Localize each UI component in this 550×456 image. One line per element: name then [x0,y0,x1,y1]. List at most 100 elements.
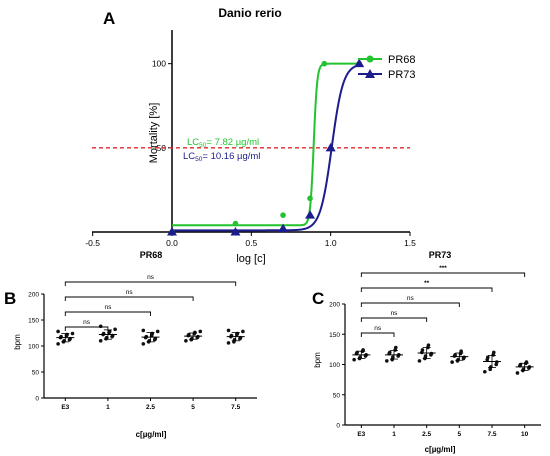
x-tick-label: 1 [106,404,110,411]
y-tick-label: 200 [28,292,39,299]
data-point-pr68 [232,220,239,227]
data-point [56,342,60,346]
y-tick-label: 150 [329,332,340,339]
panel-a-title: Danio rerio [218,6,281,20]
data-point [417,359,422,363]
panel-c-xlabel: c[µg/ml] [425,445,456,454]
data-point [453,353,457,357]
significance-label: ns [147,274,155,281]
data-point [241,329,245,334]
panel-a-x-tick-label: 0.0 [166,238,178,248]
y-tick-label: 50 [333,392,341,399]
significance-bracket [360,332,395,337]
y-tick-label: 200 [329,302,340,309]
data-point [155,329,160,334]
data-point [495,360,499,364]
panel-b-ylabel: bpm [13,334,22,350]
data-point [226,328,231,333]
lc50-annotation-pr73: LC50= 10.16 µg/ml [183,151,260,163]
x-tick-label: E3 [61,404,69,411]
data-point [450,360,454,364]
significance-bracket [360,272,526,277]
significance-label: ns [374,325,382,332]
data-point [153,336,158,341]
data-point [388,350,392,355]
panel-c-title: PR73 [429,250,452,260]
data-point-pr68 [321,60,328,67]
lc50-text-pr68: = 7.82 µg/ml [206,137,259,148]
panel-label-c: C [312,289,324,308]
data-point [196,334,200,339]
panel-b-plot: 0 50 100 150 200 E3 1 2.5 5 7.5 ns ns ns ns [28,274,257,411]
x-tick-label: 10 [521,431,529,438]
y-tick-label: 0 [336,423,340,430]
data-point [483,369,487,374]
x-tick-label: 2.5 [146,404,155,411]
significance-bracket [64,281,237,286]
panel-a-xlabel: log [c] [236,253,265,265]
y-tick-label: 0 [35,396,39,403]
panel-a-y-tick-label: 100 [152,59,166,69]
data-point [107,329,112,334]
panel-a-y-tick-label: 50 [157,143,167,153]
y-tick-label: 50 [32,370,40,377]
data-point [420,348,425,352]
significance-bracket [64,326,109,331]
lc50-sub-pr68: 50 [199,142,207,149]
data-point [352,357,356,362]
lc50-annotation-pr68: LC50= 7.82 µg/ml [187,137,259,149]
data-point-pr73 [305,210,316,219]
significance-label: *** [439,265,447,272]
significance-label: ns [104,304,112,311]
legend-label-pr73: PR73 [388,69,416,81]
panel-a-dose-response: Danio rerio Mortality [%] log [c] -0.5 0.… [85,6,416,265]
significance-label: ns [83,319,91,326]
legend-item-pr73: PR73 [358,69,416,81]
significance-label: ** [424,280,430,287]
panel-b-title: PR68 [140,250,163,260]
significance-bracket [64,296,194,301]
data-point [187,332,191,337]
data-point [429,351,434,356]
significance-label: ns [126,289,134,296]
significance-label: ns [391,310,399,317]
fit-curve-pr73 [172,64,360,232]
data-point [98,324,103,329]
data-point [141,342,146,346]
panel-c-ylabel: bpm [313,352,322,368]
data-point-pr73 [230,227,241,236]
lc50-prefix-pr68: LC [187,137,199,148]
data-point-pr73 [167,227,177,236]
data-point [184,339,188,343]
data-point [226,341,231,345]
data-point [56,329,60,334]
panel-a-axes: -0.5 0.0 0.5 1.0 1.5 50 100 [85,30,416,248]
data-point [486,355,490,360]
panel-a-x-tick-label: 1.0 [325,238,337,248]
data-point-pr68 [280,212,286,218]
data-point [98,339,103,343]
data-point-pr73 [278,223,289,233]
panel-a-points [167,58,365,236]
legend-label-pr68: PR68 [388,54,416,66]
data-point [492,350,496,355]
data-point [426,343,431,347]
data-point [113,327,117,332]
significance-bracket [360,287,493,292]
data-point [70,331,75,336]
significance-bracket [360,317,428,322]
panel-c-heart-rate-pr73: PR73 bpm c[µg/ml] 0 50 100 150 200 E3 1 2.5 5 7.5… [313,250,541,454]
significance-label: ns [407,295,415,302]
panel-b-xlabel: c[µg/ml] [136,430,167,439]
panel-a-x-tick-label: -0.5 [85,238,100,248]
data-point-pr73 [354,58,365,68]
legend-item-pr68: PR68 [358,54,416,66]
panel-label-a: A [103,9,115,28]
significance-bracket [64,311,151,316]
x-tick-label: 7.5 [487,431,496,438]
panel-a-x-tick-label: 0.5 [245,238,257,248]
significance-bracket [360,302,460,307]
lc50-prefix-pr73: LC [183,151,195,162]
